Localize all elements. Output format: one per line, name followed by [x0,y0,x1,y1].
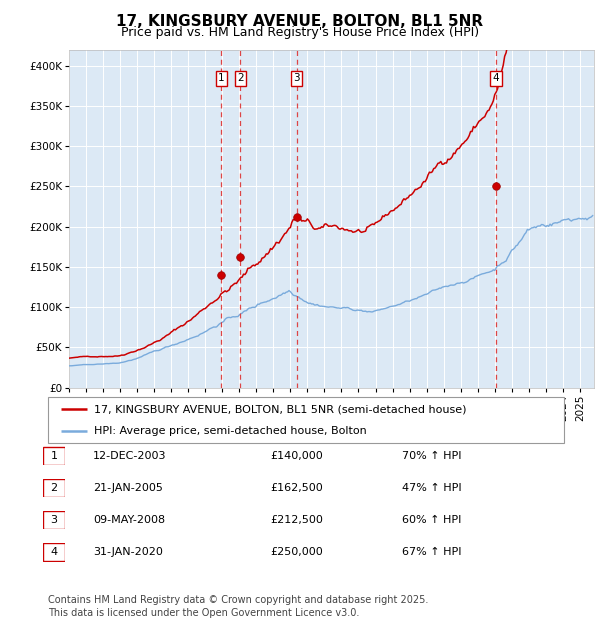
Text: 2: 2 [237,73,244,83]
Text: 1: 1 [218,73,225,83]
Text: 17, KINGSBURY AVENUE, BOLTON, BL1 5NR: 17, KINGSBURY AVENUE, BOLTON, BL1 5NR [116,14,484,29]
Text: 1: 1 [50,451,58,461]
Text: 70% ↑ HPI: 70% ↑ HPI [402,451,461,461]
Text: 3: 3 [293,73,300,83]
Text: £162,500: £162,500 [270,483,323,493]
Text: £140,000: £140,000 [270,451,323,461]
Text: 47% ↑ HPI: 47% ↑ HPI [402,483,461,493]
Text: £212,500: £212,500 [270,515,323,525]
Text: 3: 3 [50,515,58,525]
Text: 17, KINGSBURY AVENUE, BOLTON, BL1 5NR (semi-detached house): 17, KINGSBURY AVENUE, BOLTON, BL1 5NR (s… [94,404,467,414]
Text: Price paid vs. HM Land Registry's House Price Index (HPI): Price paid vs. HM Land Registry's House … [121,26,479,39]
Text: 21-JAN-2005: 21-JAN-2005 [93,483,163,493]
Text: 2: 2 [50,483,58,493]
FancyBboxPatch shape [43,447,65,464]
Text: HPI: Average price, semi-detached house, Bolton: HPI: Average price, semi-detached house,… [94,426,367,436]
FancyBboxPatch shape [43,479,65,497]
Text: Contains HM Land Registry data © Crown copyright and database right 2025.
This d: Contains HM Land Registry data © Crown c… [48,595,428,618]
Text: £250,000: £250,000 [270,547,323,557]
Text: 4: 4 [493,73,499,83]
Text: 4: 4 [50,547,58,557]
Text: 09-MAY-2008: 09-MAY-2008 [93,515,165,525]
FancyBboxPatch shape [43,512,65,529]
Text: 60% ↑ HPI: 60% ↑ HPI [402,515,461,525]
FancyBboxPatch shape [48,397,564,443]
Text: 67% ↑ HPI: 67% ↑ HPI [402,547,461,557]
FancyBboxPatch shape [43,544,65,561]
Text: 31-JAN-2020: 31-JAN-2020 [93,547,163,557]
Text: 12-DEC-2003: 12-DEC-2003 [93,451,167,461]
